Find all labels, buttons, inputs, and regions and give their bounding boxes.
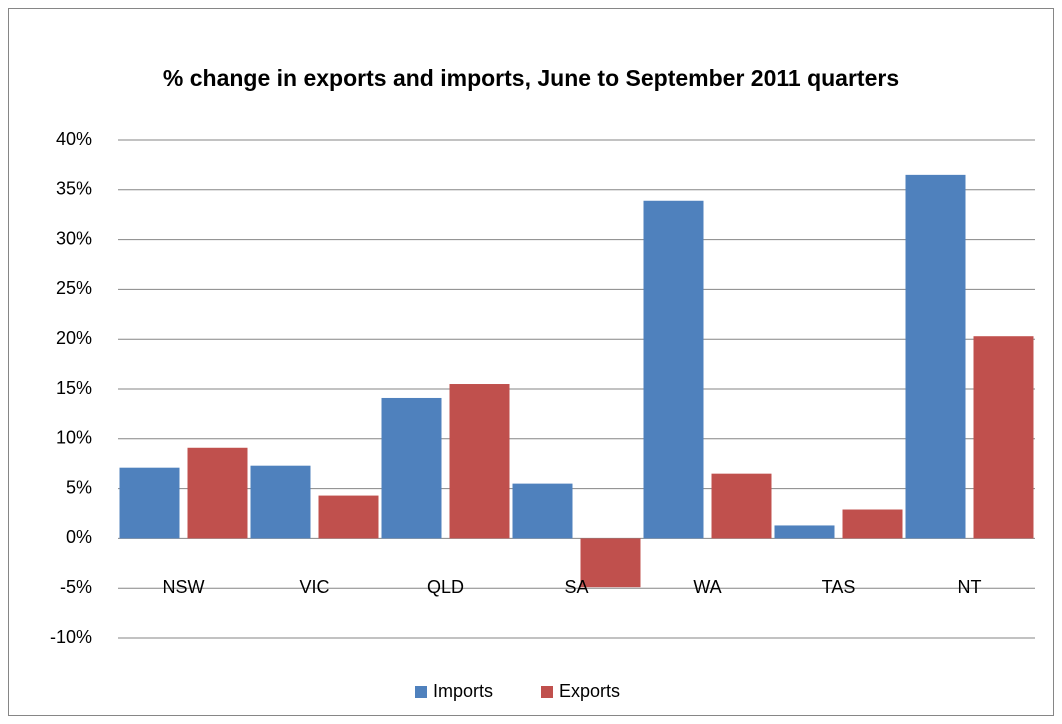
y-tick-label: 20% <box>56 328 92 348</box>
x-tick-label: WA <box>693 577 721 597</box>
legend-label: Imports <box>433 681 493 701</box>
bar <box>711 473 772 539</box>
chart-title: % change in exports and imports, June to… <box>162 65 900 91</box>
y-tick-label: 0% <box>66 527 92 547</box>
y-tick-label: 35% <box>56 179 92 199</box>
y-tick-label: -5% <box>60 577 92 597</box>
y-tick-label: 25% <box>56 278 92 298</box>
x-tick-label: VIC <box>299 577 329 597</box>
legend-swatch <box>415 686 427 698</box>
x-tick-label: SA <box>564 577 588 597</box>
bar <box>973 336 1034 539</box>
bar <box>318 495 379 539</box>
bar <box>905 174 966 539</box>
y-tick-label: 5% <box>66 477 92 497</box>
x-tick-label: NSW <box>163 577 205 597</box>
bar <box>842 509 903 539</box>
y-tick-label: -10% <box>50 627 92 647</box>
x-tick-label: QLD <box>427 577 464 597</box>
y-tick-label: 10% <box>56 428 92 448</box>
bar <box>187 447 248 539</box>
chart-border <box>8 8 1054 716</box>
bar <box>449 384 510 539</box>
bar <box>643 200 704 539</box>
legend-label: Exports <box>559 681 620 701</box>
x-tick-label: NT <box>958 577 982 597</box>
y-tick-label: 30% <box>56 228 92 248</box>
bar <box>119 467 180 539</box>
y-tick-label: 15% <box>56 378 92 398</box>
bar <box>512 483 573 539</box>
bar <box>381 397 442 539</box>
bar <box>580 538 641 588</box>
x-tick-label: TAS <box>822 577 856 597</box>
legend-swatch <box>541 686 553 698</box>
bar <box>774 525 835 539</box>
y-tick-label: 40% <box>56 129 92 149</box>
bar <box>250 465 311 539</box>
